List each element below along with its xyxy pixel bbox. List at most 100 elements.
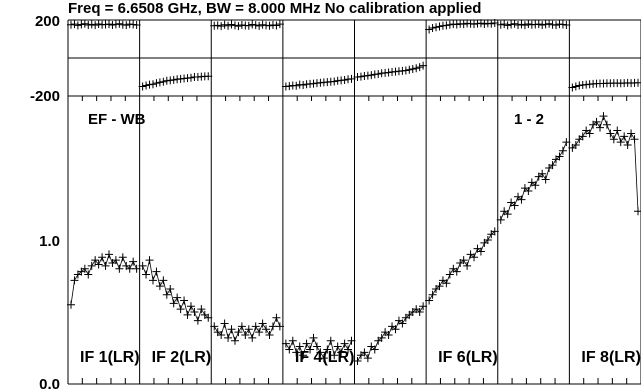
amplitude-line <box>142 260 209 322</box>
phase-point <box>244 21 253 30</box>
phase-point <box>634 78 641 87</box>
phase-point <box>84 20 93 29</box>
phase-point <box>213 21 222 30</box>
phase-point <box>510 19 519 28</box>
amplitude-line <box>285 336 352 360</box>
phase-point <box>487 19 496 28</box>
phase-point <box>524 19 533 28</box>
phase-point <box>67 20 75 29</box>
phase-point <box>285 82 294 91</box>
phase-point <box>442 21 451 30</box>
phase-point <box>138 82 147 91</box>
phase-point <box>122 21 131 30</box>
phase-point <box>142 81 151 90</box>
amp-ytick-bottom: 0.0 <box>39 376 60 389</box>
amplitude-line <box>70 253 137 305</box>
baseline-label: EF - WB <box>88 111 146 128</box>
if-panel-label: IF 1(LR) <box>80 349 140 366</box>
phase-point <box>541 20 550 29</box>
phase-point <box>237 20 246 29</box>
phase-point <box>108 20 117 29</box>
phase-ytick-bottom: -200 <box>30 88 60 105</box>
phase-point <box>77 20 86 29</box>
phase-point <box>217 22 226 31</box>
phase-point <box>227 20 236 29</box>
phase-point <box>419 61 428 70</box>
amp-ytick-mid: 1.0 <box>39 233 60 250</box>
phase-point <box>251 21 260 30</box>
phase-point <box>545 19 554 28</box>
phase-point <box>401 66 410 75</box>
phase-point <box>166 76 175 85</box>
phase-point <box>538 20 547 29</box>
phase-point <box>347 74 356 83</box>
phase-point <box>159 77 168 86</box>
phase-point <box>292 81 301 90</box>
phase-point <box>268 20 277 29</box>
phase-point <box>435 22 444 31</box>
phase-point <box>432 23 441 32</box>
if-panel-label: IF 8(LR) <box>581 349 641 366</box>
phase-point <box>520 21 529 30</box>
phase-point <box>534 20 543 29</box>
phase-point <box>148 80 157 89</box>
phase-point <box>115 19 124 28</box>
phase-point <box>470 20 479 29</box>
phase-point <box>517 20 526 29</box>
phase-point <box>309 79 318 88</box>
amplitude-point <box>281 339 290 348</box>
phase-point <box>562 20 571 29</box>
phase-point <box>186 73 195 82</box>
phase-point <box>363 71 372 80</box>
phase-point <box>568 83 577 92</box>
phase-point <box>70 20 79 29</box>
if-panel-label: IF 4(LR) <box>295 349 355 366</box>
phase-point <box>272 21 281 30</box>
phase-point <box>374 69 383 78</box>
phase-point <box>445 20 454 29</box>
phase-point <box>408 65 417 74</box>
phase-point <box>575 81 584 90</box>
phase-point <box>155 78 164 87</box>
amplitude-line <box>428 231 496 301</box>
phase-point <box>91 21 100 30</box>
phase-point <box>169 75 178 84</box>
phase-point <box>507 20 516 29</box>
phase-point <box>132 20 141 29</box>
phase-point <box>496 20 505 29</box>
phase-point <box>265 21 274 30</box>
phase-point <box>459 20 468 29</box>
phase-point <box>405 65 414 74</box>
amplitude-point <box>210 322 219 331</box>
data-marks <box>67 19 641 365</box>
phase-point <box>428 23 437 32</box>
phase-point <box>275 20 284 29</box>
phase-point <box>152 79 161 88</box>
phase-point <box>230 21 239 30</box>
if-panel-label: IF 6(LR) <box>438 349 498 366</box>
phase-point <box>490 19 499 28</box>
phase-point <box>330 77 339 86</box>
amplitude-point <box>132 264 141 273</box>
phase-point <box>500 20 509 29</box>
amplitude-line <box>500 141 567 220</box>
phase-point <box>73 21 82 30</box>
amplitude-point <box>562 138 571 147</box>
phase-point <box>111 20 120 29</box>
if-panel-label: IF 2(LR) <box>152 349 212 366</box>
phase-point <box>248 20 257 29</box>
phase-point <box>224 21 233 30</box>
chart-title: Freq = 6.6508 GHz, BW = 8.000 MHz No cal… <box>68 0 481 17</box>
amplitude-line <box>572 114 639 212</box>
phase-point <box>452 20 461 29</box>
phase-point <box>258 20 267 29</box>
phase-point <box>104 20 113 29</box>
phase-point <box>94 19 103 28</box>
polarization-label: 1 - 2 <box>514 111 544 128</box>
phase-point <box>476 19 485 28</box>
phase-point <box>340 76 349 85</box>
if-labels: IF 1(LR) IF 2(LR) IF 4(LR) IF 6(LR) IF 8(LR) <box>80 349 641 366</box>
phase-point <box>514 20 523 29</box>
phase-point <box>412 64 421 73</box>
